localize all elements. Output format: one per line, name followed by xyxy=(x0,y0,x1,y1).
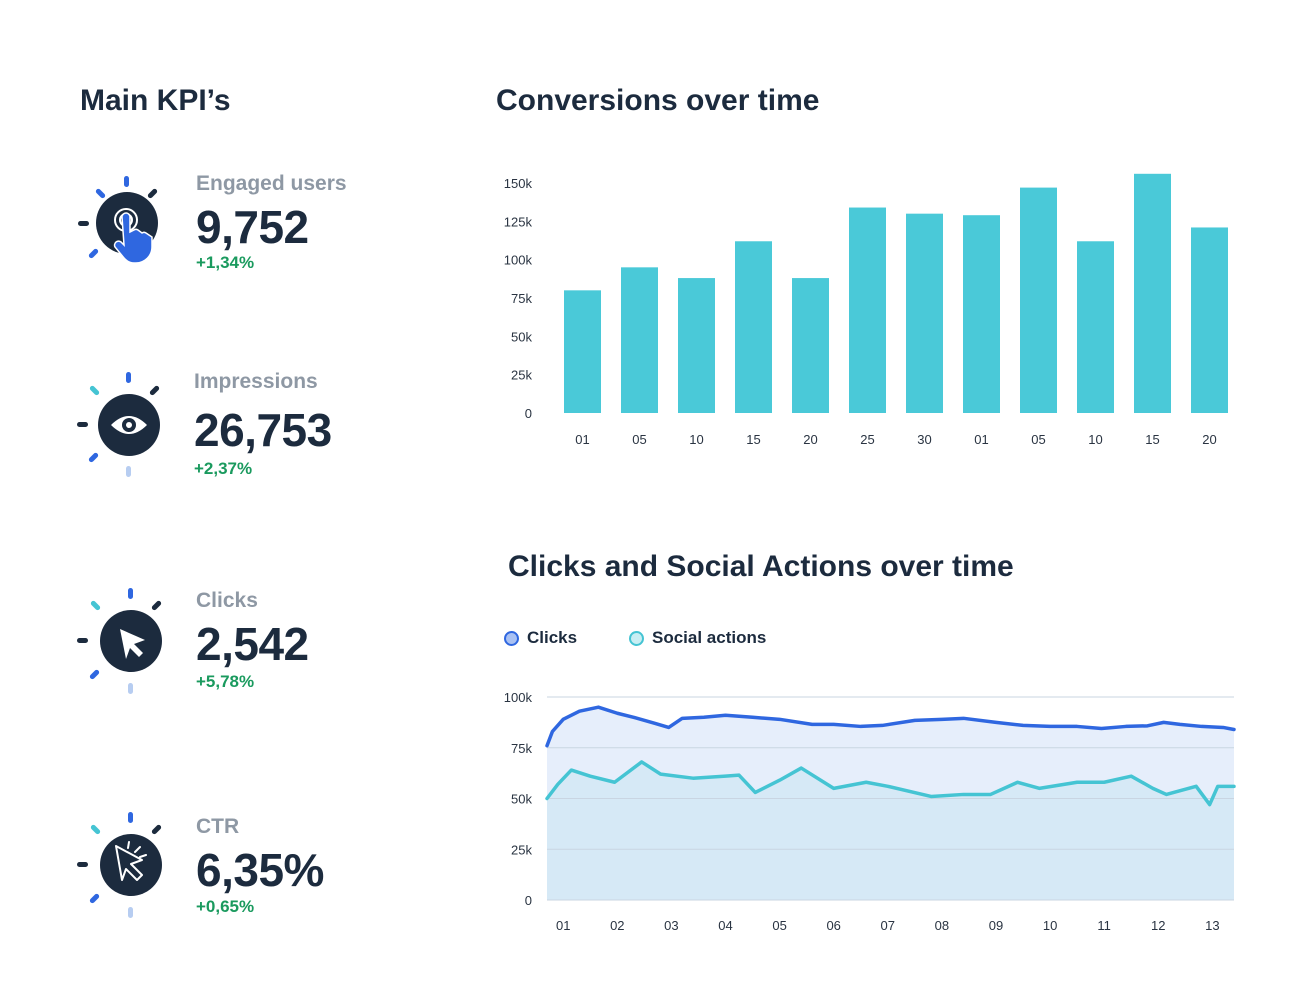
kpi-label: Engaged users xyxy=(196,172,347,195)
x-tick-label: 20 xyxy=(1202,432,1216,447)
kpi-delta: +0,65% xyxy=(196,897,255,916)
y-tick-label: 75k xyxy=(511,741,532,756)
eye-icon xyxy=(77,372,160,477)
y-tick-label: 25k xyxy=(511,842,532,857)
cursor-arrow-icon xyxy=(77,588,162,694)
x-tick-label: 12 xyxy=(1151,918,1165,933)
x-tick-label: 08 xyxy=(935,918,949,933)
x-tick-label: 05 xyxy=(632,432,646,447)
legend-clicks: Clicks xyxy=(504,628,577,648)
social-actions-line xyxy=(545,760,1236,807)
bar xyxy=(849,207,886,413)
x-tick-label: 07 xyxy=(881,918,895,933)
y-tick-label: 100k xyxy=(504,253,533,268)
conversions-bar-chart: 0 25k 50k 75k 100k 125k 150k 01 05 10 15 20 25 30 01 05… xyxy=(504,173,1228,447)
kpi-delta: +5,78% xyxy=(196,672,255,691)
y-tick-label: 125k xyxy=(504,214,533,229)
kpi-value: 9,752 xyxy=(196,201,309,253)
bar xyxy=(621,267,658,413)
bar xyxy=(1020,187,1057,413)
bar xyxy=(564,290,601,413)
x-tick-label: 05 xyxy=(772,918,786,933)
legend-clicks-dot xyxy=(504,630,519,646)
x-tick-label: 01 xyxy=(575,432,589,447)
y-tick-label: 25k xyxy=(511,368,532,383)
x-tick-label: 25 xyxy=(860,432,874,447)
bar xyxy=(1134,173,1171,413)
legend-social-actions: Social actions xyxy=(629,628,766,648)
bar xyxy=(963,215,1000,413)
x-tick-label: 01 xyxy=(974,432,988,447)
kpi-impressions: Impressions 26,753 +2,37% xyxy=(0,370,440,490)
x-tick-label: 06 xyxy=(826,918,840,933)
x-tick-label: 15 xyxy=(1145,432,1159,447)
kpi-value: 26,753 xyxy=(194,404,332,456)
y-tick-label: 50k xyxy=(511,792,532,807)
x-tick-label: 04 xyxy=(718,918,732,933)
kpi-value: 2,542 xyxy=(196,618,309,670)
clicks-social-area-chart: 0 25k 50k 75k 100k 01 02 03 04 05 06 07 08 09 10 11 12 13 xyxy=(504,690,1236,933)
y-tick-label: 0 xyxy=(525,406,532,421)
kpi-section-title: Main KPI’s xyxy=(80,84,231,117)
bar xyxy=(735,241,772,413)
bar-chart-title: Conversions over time xyxy=(496,84,820,117)
kpi-engaged-users: Engaged users 9,752 +1,34% xyxy=(0,170,440,290)
x-tick-label: 10 xyxy=(1043,918,1057,933)
x-tick-label: 11 xyxy=(1097,918,1111,933)
legend-clicks-label: Clicks xyxy=(527,628,578,647)
social-actions-area xyxy=(547,761,1234,900)
kpi-value: 6,35% xyxy=(196,844,324,896)
x-tick-label: 01 xyxy=(556,918,570,933)
x-tick-label: 02 xyxy=(610,918,624,933)
kpi-clicks: Clicks 2,542 +5,78% xyxy=(0,588,440,708)
clicks-line xyxy=(545,705,1236,748)
kpi-delta: +2,37% xyxy=(194,459,253,478)
y-tick-label: 0 xyxy=(525,893,532,908)
kpi-delta: +1,34% xyxy=(196,253,255,272)
y-tick-label: 150k xyxy=(504,176,533,191)
kpi-label: Clicks xyxy=(196,589,258,612)
bar xyxy=(792,278,829,413)
y-tick-label: 50k xyxy=(511,329,532,344)
x-tick-label: 10 xyxy=(689,432,703,447)
x-tick-label: 10 xyxy=(1088,432,1102,447)
x-tick-label: 03 xyxy=(664,918,678,933)
cursor-click-icon xyxy=(77,812,162,918)
bar xyxy=(1191,227,1228,413)
kpi-label: CTR xyxy=(196,815,240,838)
kpi-label: Impressions xyxy=(194,370,318,393)
line-chart-title: Clicks and Social Actions over time xyxy=(508,550,1014,583)
x-tick-label: 09 xyxy=(989,918,1003,933)
kpi-ctr: CTR 6,35% +0,65% xyxy=(0,812,440,932)
tap-hand-icon xyxy=(78,176,158,264)
legend-social-dot xyxy=(629,630,644,646)
x-tick-label: 20 xyxy=(803,432,817,447)
x-tick-label: 30 xyxy=(917,432,931,447)
y-tick-label: 75k xyxy=(511,291,532,306)
x-tick-label: 05 xyxy=(1031,432,1045,447)
legend-social-label: Social actions xyxy=(652,628,767,647)
bar xyxy=(906,213,943,413)
bar xyxy=(678,278,715,413)
bar xyxy=(1077,241,1114,413)
y-tick-label: 100k xyxy=(504,690,533,705)
x-tick-label: 13 xyxy=(1205,918,1219,933)
x-tick-label: 15 xyxy=(746,432,760,447)
